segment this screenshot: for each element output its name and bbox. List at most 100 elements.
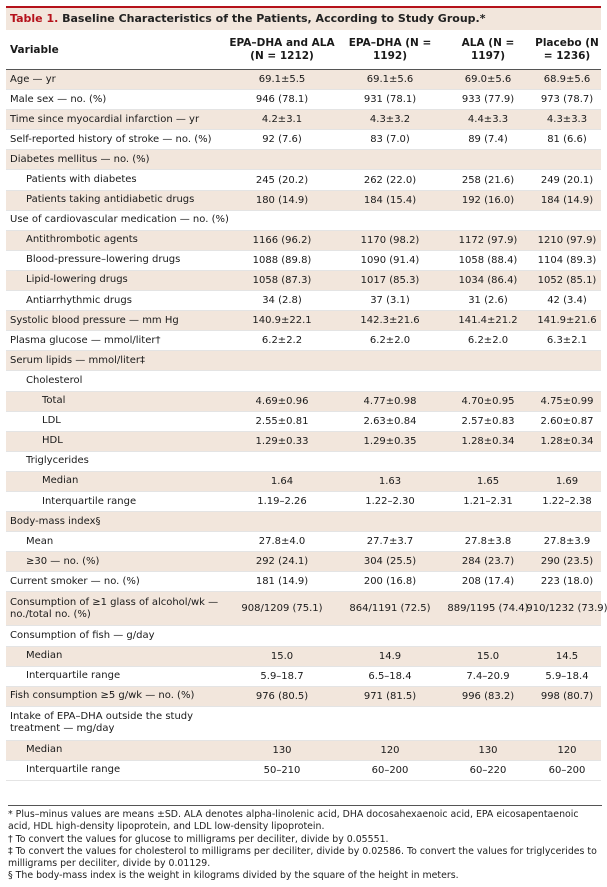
row-value: 2.60±0.87	[540, 415, 594, 427]
table-row: Consumption of fish — g/day	[6, 626, 601, 647]
table-number: Table 1.	[10, 12, 59, 25]
row-value	[341, 512, 439, 531]
row-value	[533, 452, 601, 471]
row-value: 1172 (97.9)	[458, 234, 518, 246]
table-row: LDL 2.55±0.81 2.63±0.84 2.57±0.83 2.60±0.87	[6, 412, 601, 432]
table-title: Table 1. Baseline Characteristics of the…	[6, 6, 601, 30]
row-value: 4.75±0.99	[540, 395, 594, 407]
row-value	[341, 351, 439, 370]
row-label: ≥30 — no. (%)	[26, 555, 100, 567]
row-label: Plasma glucose — mmol/liter†	[10, 334, 161, 346]
table-row: Cholesterol	[6, 371, 601, 392]
row-label: Interquartile range	[42, 495, 137, 507]
row-label: Mean	[26, 535, 54, 547]
table-row: Interquartile range 5.9–18.7 6.5–18.4 7.4–2…	[6, 667, 601, 687]
row-value: 184 (15.4)	[363, 194, 417, 206]
row-label: Blood-pressure–lowering drugs	[26, 254, 181, 266]
row-value: 208 (17.4)	[461, 576, 515, 588]
table-row: Plasma glucose — mmol/liter† 6.2±2.2 6.2±2…	[6, 331, 601, 352]
row-label: Consumption of fish — g/day	[10, 629, 155, 641]
row-value	[443, 512, 533, 531]
table-row: Age — yr 69.1±5.5 69.1±5.6 69.0±5.6 68.9±5.6	[6, 70, 601, 91]
row-value: 258 (21.6)	[461, 174, 515, 186]
row-value	[443, 452, 533, 471]
row-label: Body-mass index§	[10, 515, 101, 527]
row-value: 15.0	[270, 650, 294, 662]
header-group-ala: ALA (N = 1197)	[461, 37, 515, 62]
row-value: 69.0±5.6	[464, 74, 512, 86]
row-value: 1034 (86.4)	[458, 274, 518, 286]
row-label: Diabetes mellitus — no. (%)	[10, 153, 150, 165]
table-row: Use of cardiovascular medication — no. (…	[6, 211, 601, 231]
row-label: Antithrombotic agents	[26, 234, 138, 246]
row-value: 284 (23.7)	[461, 556, 515, 568]
row-value	[533, 512, 601, 531]
table-row: Total 4.69±0.96 4.77±0.98 4.70±0.95 4.75±0.9…	[6, 391, 601, 412]
row-value: 2.63±0.84	[363, 415, 417, 427]
row-label: Time since myocardial infarction — yr	[10, 113, 200, 125]
row-value	[533, 150, 601, 169]
row-value: 290 (23.5)	[540, 556, 594, 568]
table-row: Current smoker — no. (%) 181 (14.9) 200 (1…	[6, 572, 601, 593]
row-value: 1.65	[476, 475, 500, 487]
row-value: 1.29±0.35	[363, 435, 417, 447]
table-row: Antithrombotic agents 1166 (96.2) 1170 (98…	[6, 230, 601, 251]
row-value: 1052 (85.1)	[537, 274, 597, 286]
row-value: 4.77±0.98	[363, 395, 417, 407]
row-value: 1210 (97.9)	[537, 234, 597, 246]
row-value	[228, 211, 336, 230]
row-value: 89 (7.4)	[468, 134, 508, 146]
row-value: 931 (78.1)	[363, 94, 417, 106]
row-value	[533, 626, 601, 645]
table-row: Time since myocardial infarction — yr 4.2…	[6, 110, 601, 131]
row-value	[533, 371, 601, 390]
row-value: 60–200	[548, 764, 586, 776]
row-value	[533, 351, 601, 370]
row-value: 27.8±4.0	[258, 536, 306, 548]
row-value: 249 (20.1)	[540, 174, 594, 186]
row-value: 864/1191 (72.5)	[349, 603, 431, 615]
row-value: 4.70±0.95	[461, 395, 515, 407]
header-group-placebo: Placebo (N = 1236)	[535, 37, 599, 62]
row-value: 1170 (98.2)	[360, 234, 420, 246]
row-value	[228, 626, 336, 645]
row-value: 6.2±2.2	[261, 335, 303, 347]
row-label: Median	[26, 744, 63, 756]
row-value: 910/1232 (73.9)	[526, 603, 607, 615]
row-label: Use of cardiovascular medication — no. (…	[10, 214, 229, 226]
row-label: Consumption of ≥1 glass of alcohol/wk — …	[10, 596, 219, 620]
table-row: Body-mass index§	[6, 512, 601, 533]
table-row: Fish consumption ≥5 g/wk — no. (%) 976 (8…	[6, 686, 601, 707]
row-value	[443, 707, 533, 740]
row-value: 181 (14.9)	[255, 576, 309, 588]
row-value: 1104 (89.3)	[537, 254, 597, 266]
row-value: 2.57±0.83	[461, 415, 515, 427]
table-caption: Baseline Characteristics of the Patients…	[62, 12, 486, 25]
table-row: Blood-pressure–lowering drugs 1088 (89.8)…	[6, 251, 601, 271]
row-label: Systolic blood pressure — mm Hg	[10, 314, 179, 326]
row-value: 998 (80.7)	[540, 690, 594, 702]
row-value: 130	[478, 744, 498, 756]
row-label: Current smoker — no. (%)	[10, 575, 140, 587]
row-value: 1058 (87.3)	[252, 274, 312, 286]
row-value: 1058 (88.4)	[458, 254, 518, 266]
row-label: Male sex — no. (%)	[10, 93, 107, 105]
row-value	[533, 211, 601, 230]
row-value: 973 (78.7)	[540, 94, 594, 106]
row-value: 50–210	[263, 764, 301, 776]
row-value	[228, 512, 336, 531]
table-row: Median 1.64 1.63 1.65 1.69	[6, 471, 601, 492]
row-label: Patients taking antidiabetic drugs	[26, 194, 195, 206]
row-value: 1.69	[555, 475, 579, 487]
row-value: 14.5	[555, 650, 579, 662]
row-label: Interquartile range	[26, 670, 121, 682]
row-value: 34 (2.8)	[262, 295, 302, 307]
table-row: Systolic blood pressure — mm Hg 140.9±22.…	[6, 311, 601, 332]
row-value: 1.22–2.38	[542, 496, 592, 508]
row-value: 1017 (85.3)	[360, 274, 420, 286]
table-row: Male sex — no. (%) 946 (78.1) 931 (78.1) 93…	[6, 90, 601, 111]
row-value: 27.7±3.7	[366, 536, 414, 548]
row-label: Cholesterol	[26, 374, 83, 386]
row-value: 1.19–2.26	[257, 496, 307, 508]
row-value: 120	[557, 744, 577, 756]
